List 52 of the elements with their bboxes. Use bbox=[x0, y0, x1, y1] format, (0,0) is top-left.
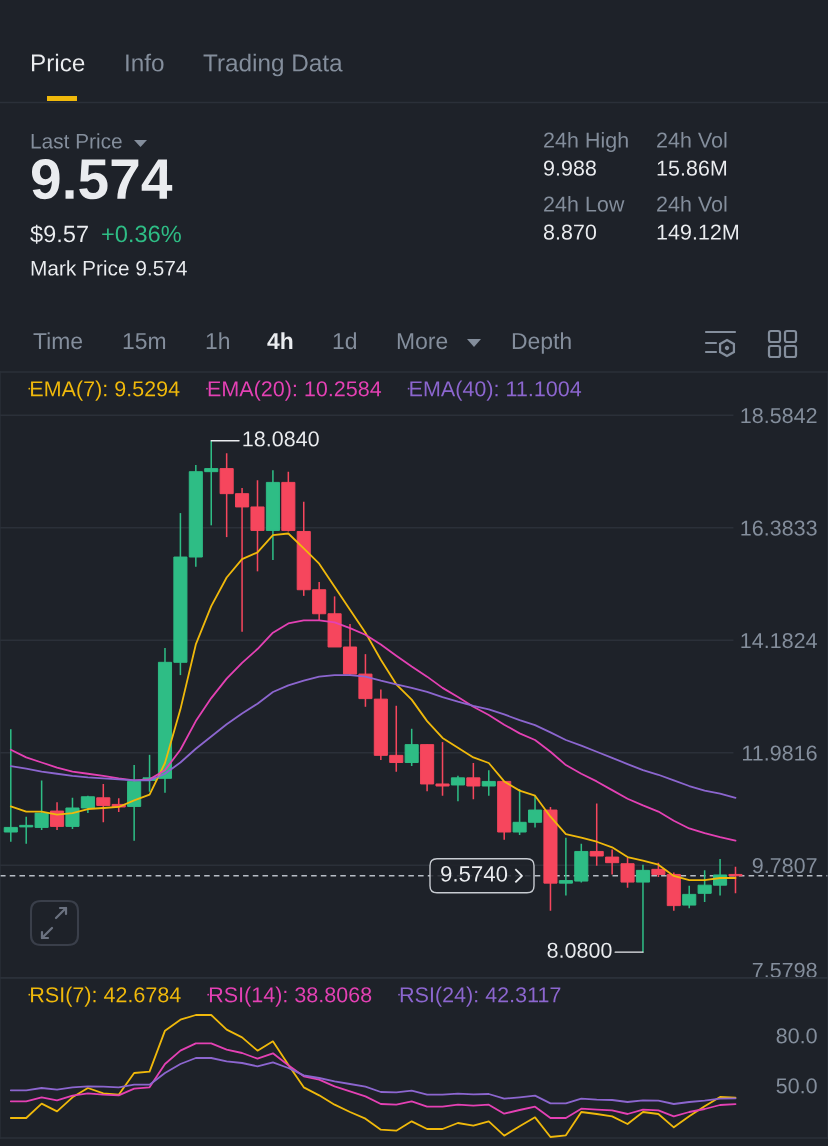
text: Info bbox=[126, 53, 164, 72]
text: Mark Price 9.574 bbox=[31, 260, 187, 276]
text: Last Price bbox=[31, 133, 122, 149]
candlestick bbox=[404, 728, 419, 767]
legend-label: EMA(20): 10.2584 bbox=[208, 380, 382, 401]
text: 1d bbox=[333, 332, 357, 350]
candlestick bbox=[50, 801, 65, 831]
text: More bbox=[397, 333, 448, 350]
annotation: 8.0800 bbox=[547, 942, 612, 958]
y-tick-label: 18.5842 bbox=[741, 408, 817, 424]
y-tick-label: 14.1824 bbox=[741, 632, 817, 649]
text: 4h bbox=[267, 332, 293, 349]
candlestick bbox=[620, 857, 635, 889]
candlestick bbox=[466, 762, 481, 801]
candlestick bbox=[635, 863, 651, 953]
y-tick-label: 9.7807 bbox=[752, 857, 817, 874]
text: 24h Low bbox=[544, 195, 625, 212]
text: Price bbox=[31, 53, 85, 72]
ref-line-label: 9.5740 bbox=[441, 866, 508, 882]
text: 24h High bbox=[544, 131, 628, 153]
text: 9.574 bbox=[31, 158, 173, 200]
text: 9.988 bbox=[544, 160, 596, 176]
text: Depth bbox=[512, 332, 571, 354]
line-series bbox=[9, 619, 737, 842]
annotation: 18.0840 bbox=[243, 431, 319, 447]
text: Trading Data bbox=[203, 53, 343, 77]
text: 15m bbox=[123, 333, 166, 350]
y-tick-label: 11.9816 bbox=[743, 745, 817, 761]
text: $9.57 bbox=[30, 224, 88, 244]
text: 15.86M bbox=[657, 160, 727, 176]
text: 149.12M bbox=[657, 224, 739, 240]
candlestick bbox=[682, 884, 697, 909]
text: Time bbox=[33, 332, 83, 350]
text: 24h Vol bbox=[657, 195, 727, 212]
text: +0.36% bbox=[102, 225, 181, 243]
legend-label: RSI(24): 42.3117 bbox=[400, 986, 561, 1007]
legend-label: EMA(40): 11.1004 bbox=[410, 380, 582, 401]
line-series bbox=[9, 674, 737, 799]
candlestick bbox=[481, 769, 496, 797]
line-series bbox=[9, 1057, 737, 1105]
line-series bbox=[9, 1042, 737, 1119]
legend-label: RSI(7): 42.6784 bbox=[31, 986, 181, 1007]
y-tick-label: 16.3833 bbox=[741, 520, 817, 536]
legend-label: RSI(14): 38.8068 bbox=[209, 986, 372, 1007]
text: 1h bbox=[206, 332, 229, 349]
y-tick-label: 80.0 bbox=[776, 1028, 817, 1044]
legend-label: EMA(7): 9.5294 bbox=[31, 380, 180, 401]
candlestick bbox=[450, 775, 465, 803]
text: 8.870 bbox=[543, 224, 597, 240]
candlestick bbox=[728, 866, 743, 895]
text: 24h Vol bbox=[657, 131, 727, 148]
y-tick-label: 50.0 bbox=[776, 1078, 817, 1094]
